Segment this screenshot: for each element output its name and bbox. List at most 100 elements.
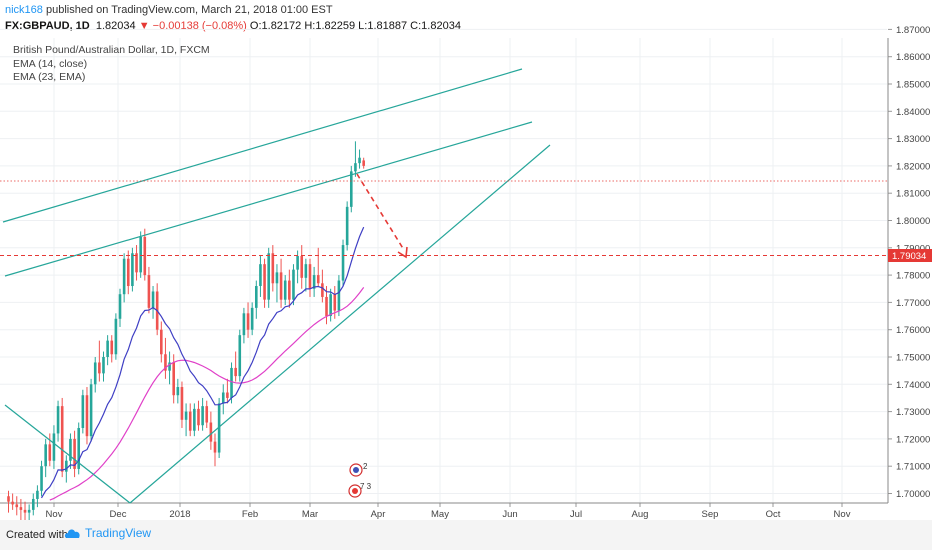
author-link[interactable]: nick168 [5,4,43,16]
candle-body [263,264,266,300]
candle-body [69,438,72,461]
candle-body [77,427,81,469]
price-tag-label: 1.79034 [892,251,926,262]
candle-body [349,171,353,207]
projection-arrow [356,173,405,251]
y-tick-label: 1.77000 [896,298,930,309]
event-flag-dot [352,488,358,494]
x-tick-label: Feb [242,509,258,520]
candle-body [85,395,89,437]
candle-body [81,395,85,428]
x-tick-label: Nov [46,509,63,520]
candle-body [139,236,142,273]
middle-channel-line [4,121,533,277]
candle-body [184,411,188,420]
y-tick-label: 1.73000 [896,407,930,418]
event-markers: 2 7 3 [348,462,372,498]
y-tick-label: 1.76000 [896,325,930,336]
ema23-legend[interactable]: EMA (23, EMA) [13,71,86,83]
candle-body [143,236,147,276]
x-tick-label: May [431,509,449,520]
candle-body [31,498,35,510]
candle-body [65,460,68,472]
candle-body [106,340,109,357]
x-tick-label: Nov [834,509,851,520]
candle-body [160,329,163,355]
candle-body [358,157,361,164]
upper-channel-line [2,68,523,223]
ema14-legend[interactable]: EMA (14, close) [13,57,88,70]
candle-body [102,357,105,374]
y-tick-label: 1.83000 [896,134,930,145]
candle-body [52,433,56,461]
x-tick-label: Dec [110,509,127,520]
candle-body [205,406,209,423]
tradingview-brand: TradingView [85,526,152,540]
candle-body [93,362,97,385]
trend-lines [2,68,551,504]
candle-body [89,384,93,437]
y-tick-label: 1.70000 [896,489,930,500]
candle-body [114,318,118,355]
event-count: 7 3 [360,482,372,491]
candle-body [238,335,242,377]
candle-body [283,280,287,300]
created-with-text: Created with [6,529,68,541]
x-tick-label: Jun [502,509,517,520]
x-tick-label: Aug [632,509,649,520]
y-tick-label: 1.85000 [896,80,930,91]
candle-body [135,253,138,273]
candle-body [27,509,31,513]
y-tick-label: 1.74000 [896,380,930,391]
candle-body [209,422,213,442]
candle-body [197,408,200,426]
y-tick-label: 1.87000 [896,25,930,36]
candle-body [345,206,349,246]
ema14-line [40,226,365,499]
candle-body [226,392,229,398]
candle-body [325,296,328,317]
y-tick-label: 1.82000 [896,161,930,172]
candle-body [180,387,184,420]
x-tick-label: Oct [766,509,781,520]
candle-body [11,501,14,505]
candle-body [118,294,122,319]
y-tick-label: 1.72000 [896,434,930,445]
candle-body [213,441,217,453]
cloud-icon [64,529,80,538]
ema23-line [49,287,365,501]
candle-body [19,507,23,510]
candle-body [304,264,308,278]
candle-body [176,387,180,396]
chart-legend: British Pound/Australian Dollar, 1D, FXC… [13,44,210,85]
candle-body [73,438,76,469]
candle-body [7,496,10,502]
candle-body [122,258,126,295]
grid-lines [0,28,887,503]
candle-body [147,275,151,308]
y-tick-label: 1.78000 [896,271,930,282]
candle-body [312,275,316,289]
candle-body [333,294,337,311]
publish-info: nick168 published on TradingView.com, Ma… [5,4,333,16]
candle-body [271,253,275,284]
candle-body [275,272,279,284]
support-trend-line [129,144,551,504]
x-axis: Nov Dec 2018 Feb Mar Apr May Jun Jul Aug Sep Oct Nov [46,503,851,520]
tradingview-logo[interactable]: TradingView [64,526,151,540]
candle-body [321,283,324,297]
footer-bar: Created with TradingView [0,520,932,550]
candle-body [126,258,130,287]
candle-body [23,509,27,513]
event-flag-dot [353,467,359,473]
candle-body [300,255,304,278]
price-tag: 1.79034 [888,249,932,262]
candle-body [296,255,299,270]
y-tick-label: 1.86000 [896,52,930,63]
candle-body [98,362,101,374]
candle-body [250,307,254,330]
candle-body [48,444,52,461]
candle-body [234,367,237,377]
candle-body [164,354,167,371]
